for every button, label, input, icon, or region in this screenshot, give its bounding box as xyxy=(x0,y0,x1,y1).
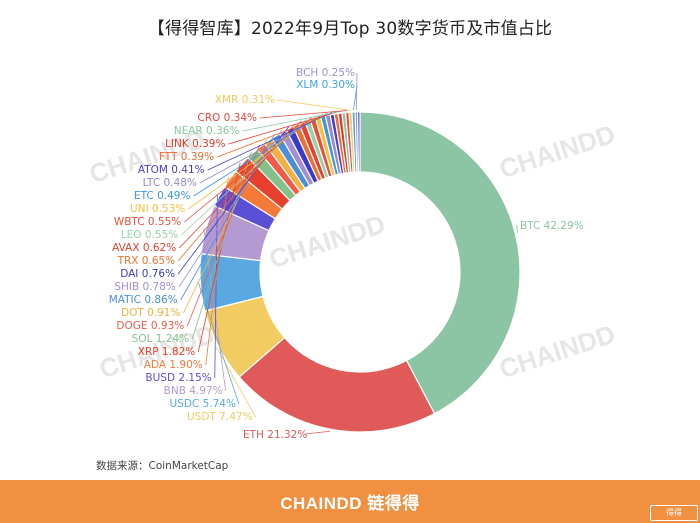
data-source-note: 数据来源：CoinMarketCap xyxy=(96,460,229,472)
leader-cro xyxy=(259,110,348,119)
label-dot: DOT 0.91% xyxy=(121,307,180,319)
leader-trx xyxy=(177,123,296,262)
leader-eth xyxy=(304,430,331,435)
chart-title: 【得得智库】2022年9月Top 30数字货币及市值占比 xyxy=(147,19,553,39)
label-usdc: USDC 5.74% xyxy=(169,398,235,410)
label-avax: AVAX 0.62% xyxy=(112,242,176,254)
label-usdt: USDT 7.47% xyxy=(187,411,253,423)
leader-xmr xyxy=(276,99,351,111)
label-cro: CRO 0.34% xyxy=(197,112,257,124)
watermark-text: CHAINDD xyxy=(496,319,619,385)
leader-near xyxy=(242,110,344,132)
label-bnb: BNB 4.97% xyxy=(164,385,223,397)
label-shib: SHIB 0.78% xyxy=(114,281,176,293)
footer-bar: CHAINDD 链得得 得得 xyxy=(0,480,700,523)
leader-bch xyxy=(355,72,358,111)
label-uni: UNI 0.53% xyxy=(130,203,185,215)
label-ltc: LTC 0.48% xyxy=(143,177,197,189)
leader-xrp xyxy=(197,162,241,353)
leader-ftt xyxy=(216,111,336,158)
label-xmr: XMR 0.31% xyxy=(215,94,275,106)
leader-bnb xyxy=(203,228,227,392)
slice-btc xyxy=(359,111,521,415)
label-algo: ALGO 0.24% xyxy=(289,0,355,3)
leader-lines xyxy=(177,72,518,435)
leader-ada xyxy=(205,177,229,366)
leader-link xyxy=(228,110,340,145)
label-xrp: XRP 1.82% xyxy=(138,346,196,358)
label-atom: ATOM 0.41% xyxy=(138,164,205,176)
footer-brand: CHAINDD 链得得 xyxy=(280,494,420,513)
label-ada: ADA 1.90% xyxy=(144,359,203,371)
label-link: LINK 0.39% xyxy=(165,138,225,150)
label-dai: DAI 0.76% xyxy=(120,268,175,280)
leader-doge xyxy=(186,144,260,327)
label-leo: LEO 0.55% xyxy=(121,229,178,241)
label-wbtc: WBTC 0.55% xyxy=(114,216,181,228)
label-trx: TRX 0.65% xyxy=(117,255,176,267)
label-matic: MATIC 0.86% xyxy=(109,294,178,306)
leader-matic xyxy=(180,134,276,301)
watermark-text: CHAINDD xyxy=(496,119,619,185)
leader-usdt xyxy=(216,346,256,418)
leader-atom xyxy=(207,112,332,171)
label-etc: ETC 0.49% xyxy=(134,190,190,202)
label-bch: BCH 0.25% xyxy=(296,67,355,79)
slice-labels: BTC 42.29% ETH 21.32% USDT 7.47%USDC 5.74%… xyxy=(109,0,584,441)
label-busd: BUSD 2.15% xyxy=(145,372,211,384)
label-ftt: FTT 0.39% xyxy=(159,151,214,163)
leader-ltc xyxy=(199,112,328,184)
label-xlm: XLM 0.30% xyxy=(296,79,355,91)
label-btc: BTC 42.29% xyxy=(520,220,584,232)
label-sol: SOL 1.24% xyxy=(132,333,189,345)
label-eth: ETH 21.32% xyxy=(243,429,307,441)
leader-usdc xyxy=(197,282,240,405)
slice-algo xyxy=(356,111,361,173)
leader-busd xyxy=(214,195,218,379)
label-near: NEAR 0.36% xyxy=(174,125,240,137)
donut-slices xyxy=(199,111,521,433)
corner-mark: 得得 xyxy=(650,505,698,521)
label-doge: DOGE 0.93% xyxy=(116,320,184,332)
watermark-text: CHAINDD xyxy=(266,209,389,275)
